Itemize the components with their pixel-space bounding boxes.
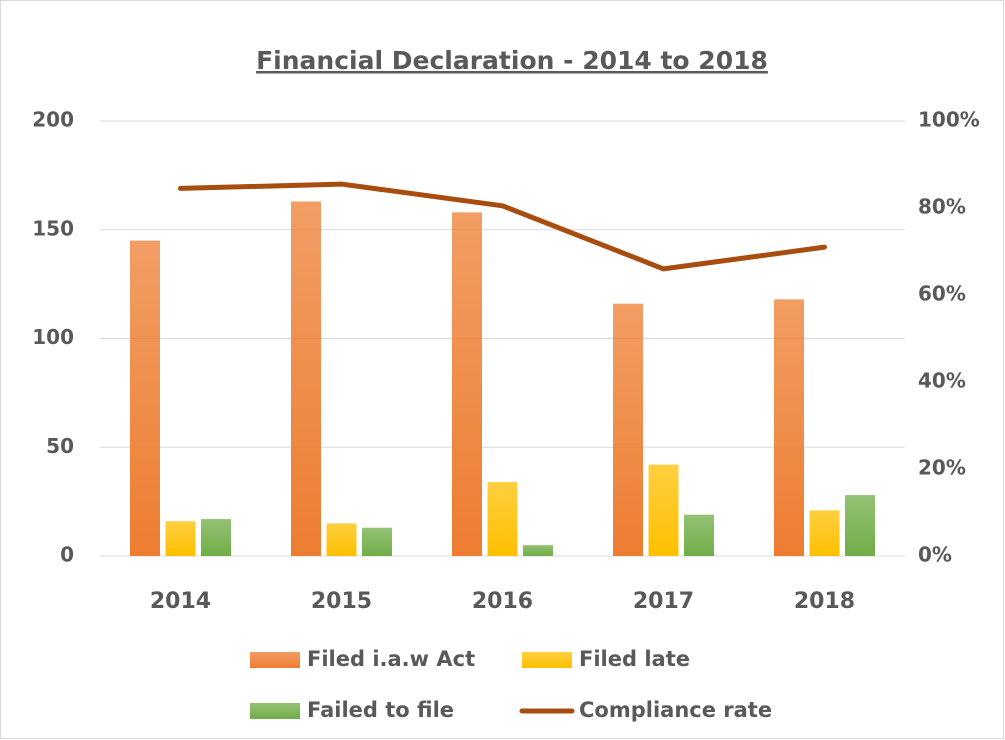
legend-swatch <box>522 652 572 668</box>
chart-title: Financial Declaration - 2014 to 2018 <box>256 46 768 75</box>
x-tick-label: 2015 <box>311 589 372 614</box>
bar <box>845 495 875 556</box>
y-tick-label: 0 <box>60 543 74 567</box>
x-tick-label: 2018 <box>794 589 855 614</box>
bar <box>648 464 679 556</box>
y2-tick-label: 20% <box>918 456 966 480</box>
bar <box>326 523 357 556</box>
bar <box>201 519 231 556</box>
bar <box>809 510 840 556</box>
legend-label: Filed late <box>579 647 690 671</box>
bar <box>130 240 160 556</box>
bar <box>165 521 196 556</box>
legend-label: Compliance rate <box>579 698 772 722</box>
legend-swatch <box>250 652 300 668</box>
x-tick-label: 2014 <box>150 589 211 614</box>
legend-swatch <box>250 703 300 719</box>
legend-label: Failed to file <box>307 698 454 722</box>
x-tick-label: 2017 <box>633 589 694 614</box>
y2-tick-label: 60% <box>918 282 966 306</box>
bar <box>523 545 553 556</box>
legend-label: Filed i.a.w Act <box>307 647 475 671</box>
bar <box>487 482 518 556</box>
y2-tick-label: 100% <box>918 108 980 132</box>
line <box>178 181 827 272</box>
bar <box>684 514 714 556</box>
bar <box>774 299 804 556</box>
y-tick-label: 100 <box>32 325 74 349</box>
y2-tick-label: 40% <box>918 369 966 393</box>
x-tick-label: 2016 <box>472 589 533 614</box>
bar <box>291 201 321 556</box>
bar <box>613 303 643 556</box>
y-tick-label: 150 <box>32 216 74 240</box>
bar <box>362 527 392 556</box>
y-tick-label: 200 <box>32 108 74 132</box>
y-tick-label: 50 <box>46 434 74 458</box>
bar <box>452 212 482 556</box>
y2-tick-label: 0% <box>918 543 952 567</box>
y2-tick-label: 80% <box>918 195 966 219</box>
